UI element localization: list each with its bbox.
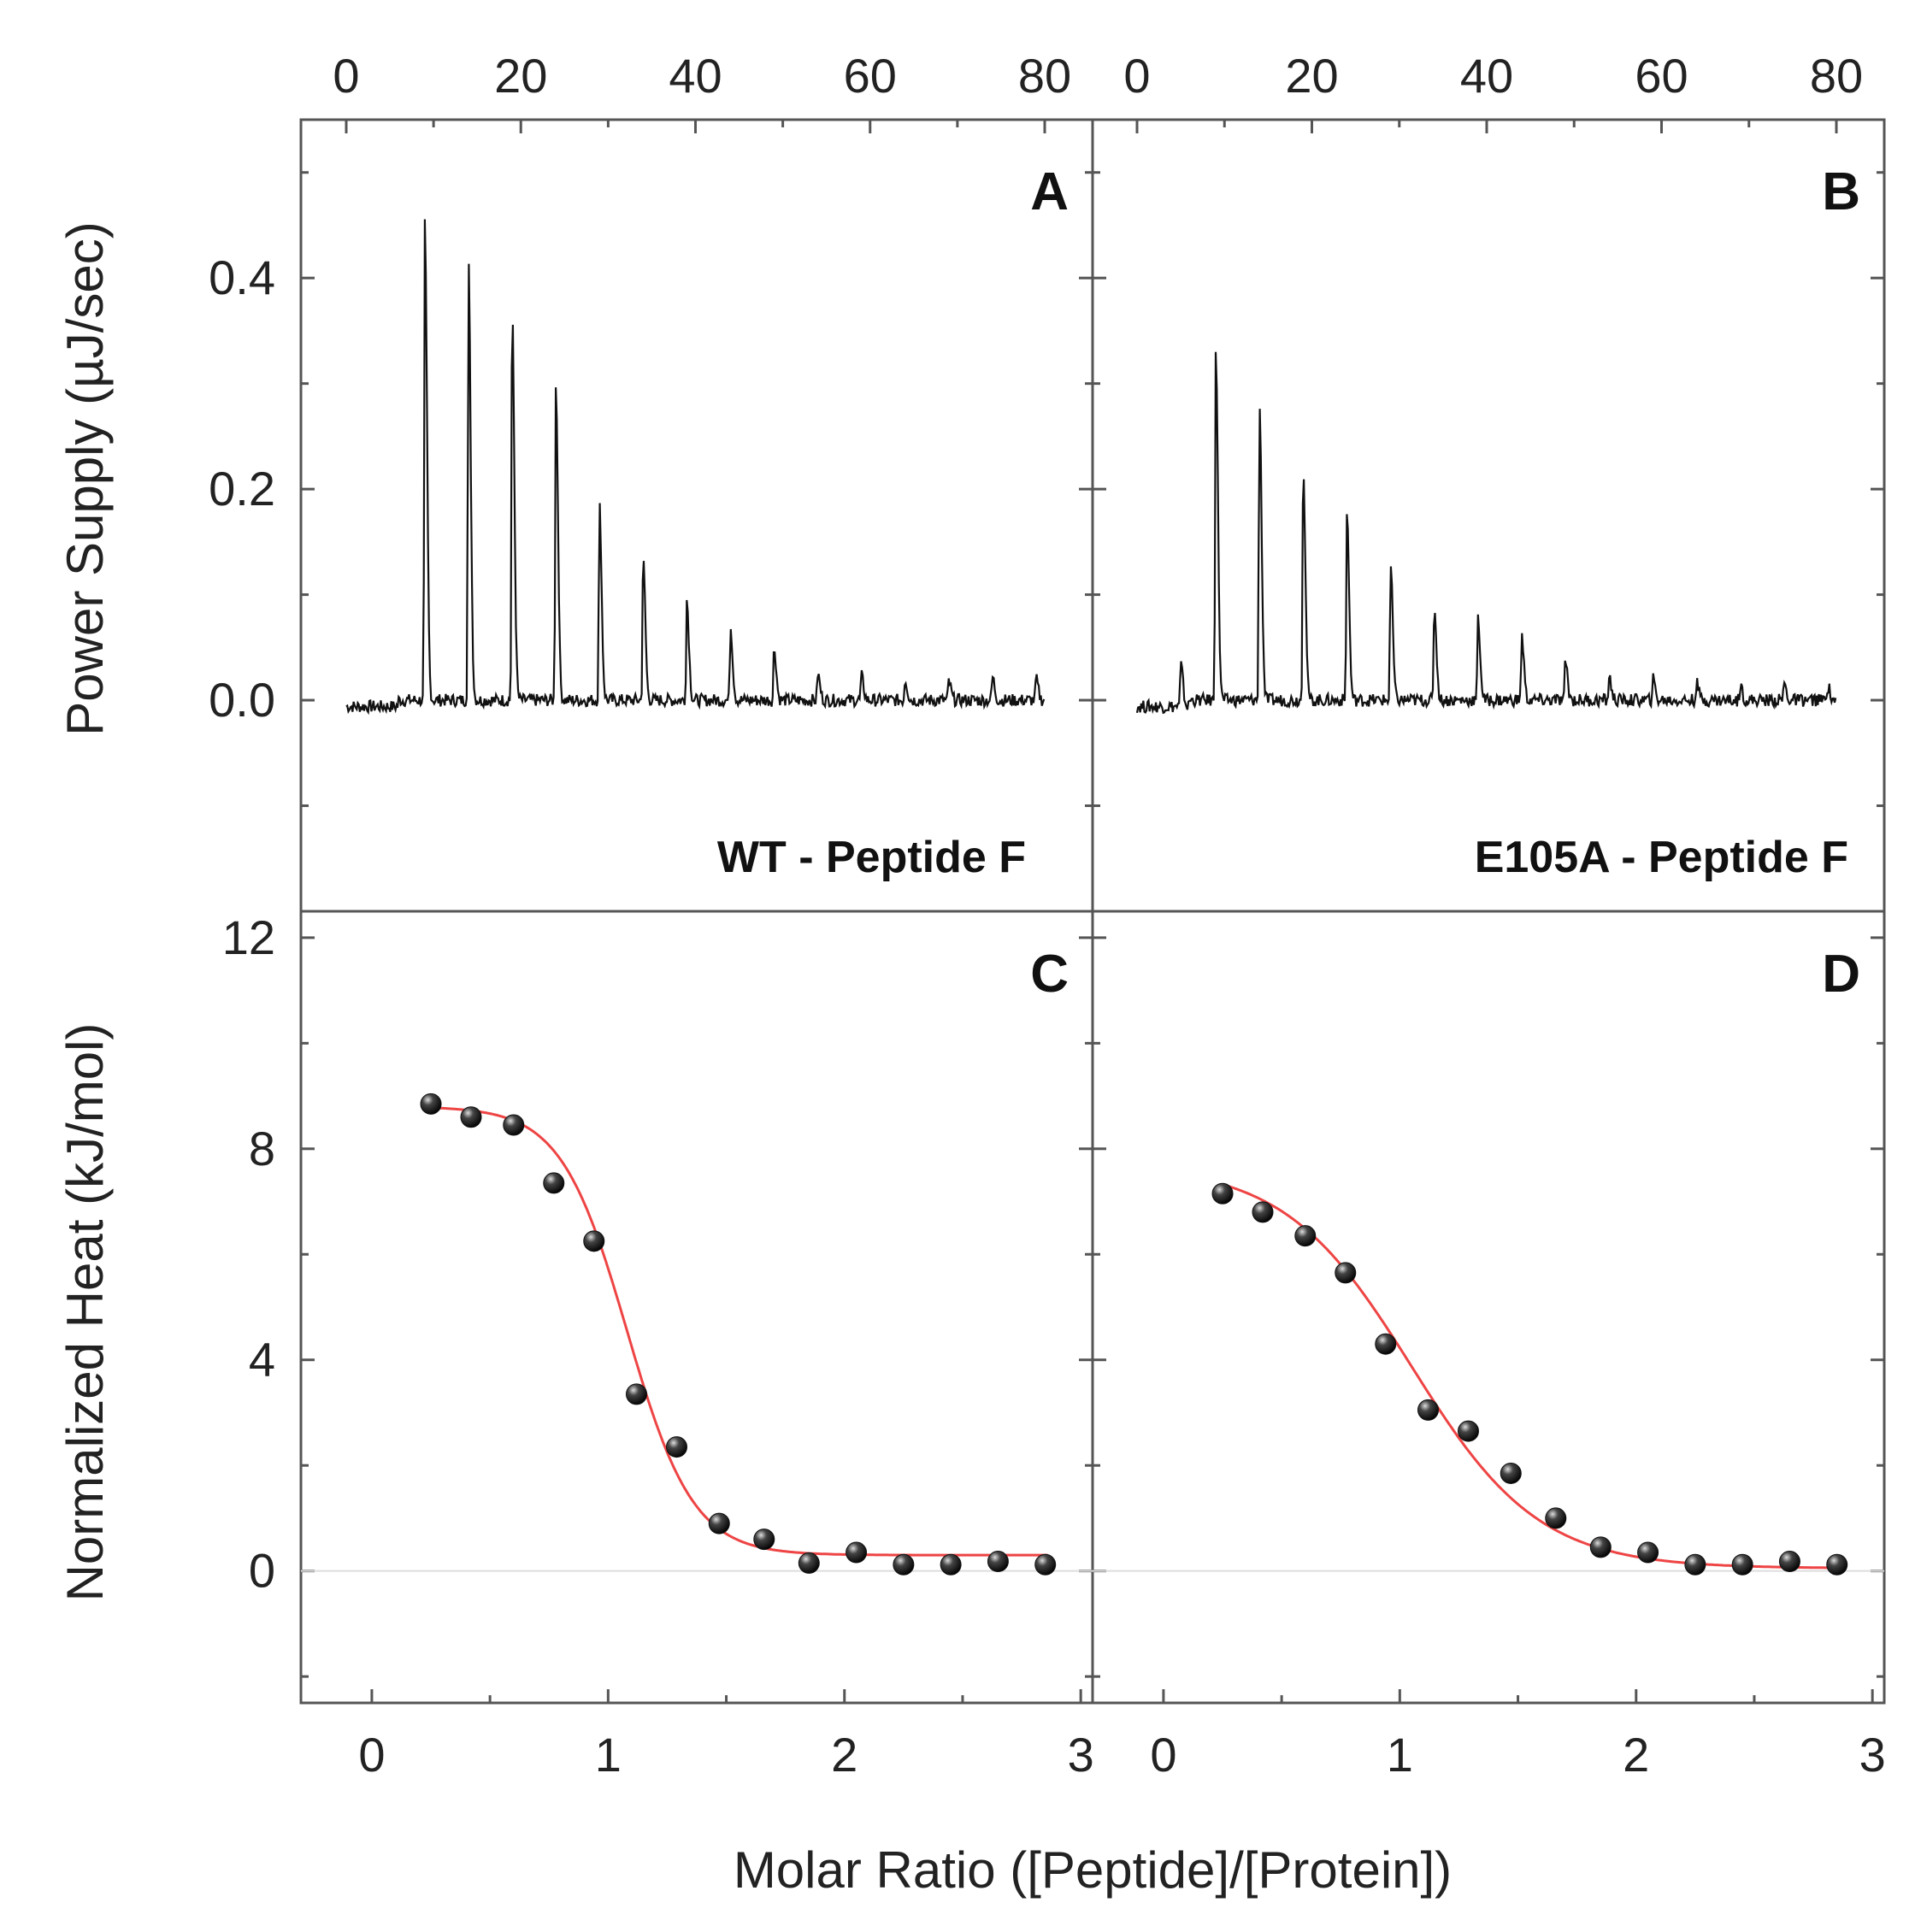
data-point-d bbox=[1252, 1201, 1274, 1223]
panel-c-frame bbox=[299, 910, 1094, 1705]
data-point-d bbox=[1500, 1462, 1522, 1484]
data-point-c bbox=[583, 1230, 605, 1252]
data-point-d bbox=[1826, 1553, 1848, 1576]
x-top-tick-label-a: 60 bbox=[844, 49, 897, 103]
data-point-c bbox=[626, 1383, 648, 1405]
data-point-d bbox=[1778, 1551, 1800, 1573]
y-tick-label-a: 0.4 bbox=[209, 250, 275, 304]
fit-curve-d bbox=[1222, 1183, 1840, 1570]
panel-label-c: C bbox=[1030, 945, 1069, 1004]
panel-b-frame bbox=[1091, 118, 1886, 913]
data-point-c bbox=[893, 1553, 915, 1576]
data-point-c bbox=[666, 1436, 688, 1458]
x-tick-label-d: 2 bbox=[1623, 1728, 1649, 1782]
x-tick-label-c: 0 bbox=[358, 1728, 385, 1782]
x-tick-label-c: 2 bbox=[831, 1728, 857, 1782]
data-points bbox=[420, 1093, 1848, 1576]
data-point-c bbox=[753, 1529, 775, 1551]
x-top-tick-label-b: 0 bbox=[1123, 49, 1150, 103]
data-point-d bbox=[1731, 1553, 1753, 1576]
x-top-tick-label-b: 40 bbox=[1460, 49, 1513, 103]
x-tick-label-d: 3 bbox=[1859, 1728, 1886, 1782]
data-point-c bbox=[1034, 1553, 1057, 1576]
panel-label-a: A bbox=[1030, 162, 1069, 221]
data-point-d bbox=[1417, 1399, 1440, 1421]
thermogram-trace-a bbox=[345, 219, 1046, 716]
data-point-c bbox=[846, 1541, 868, 1564]
data-point-c bbox=[420, 1093, 442, 1115]
y-axis-title-top: Power Supply (µJ/sec) bbox=[56, 221, 114, 735]
x-tick-label-c: 1 bbox=[595, 1728, 622, 1782]
data-point-d bbox=[1684, 1553, 1706, 1576]
annotation-wt: WT - Peptide F bbox=[717, 833, 1026, 882]
x-top-tick-label-b: 60 bbox=[1635, 49, 1688, 103]
fit-curves bbox=[430, 1106, 1840, 1570]
x-tick-label-d: 0 bbox=[1150, 1728, 1176, 1782]
data-point-d bbox=[1211, 1182, 1234, 1205]
thermogram-traces bbox=[345, 219, 1837, 716]
x-top-tick-label-a: 20 bbox=[494, 49, 547, 103]
data-point-d bbox=[1589, 1536, 1612, 1558]
data-point-c bbox=[987, 1551, 1009, 1573]
x-axis-title: Molar Ratio ([Peptide]/[Protein]) bbox=[734, 1841, 1452, 1899]
x-tick-label-d: 1 bbox=[1387, 1728, 1413, 1782]
data-point-c bbox=[708, 1512, 730, 1534]
y-tick-label-c: 8 bbox=[249, 1122, 275, 1175]
panel-a-frame bbox=[299, 118, 1094, 913]
data-point-c bbox=[460, 1106, 482, 1128]
x-top-tick-label-a: 80 bbox=[1018, 49, 1071, 103]
data-point-d bbox=[1458, 1420, 1480, 1442]
x-top-tick-label-a: 40 bbox=[669, 49, 722, 103]
thermogram-trace-b bbox=[1135, 351, 1837, 715]
data-point-d bbox=[1637, 1541, 1659, 1564]
panel-label-d: D bbox=[1822, 945, 1860, 1004]
x-top-tick-label-a: 0 bbox=[333, 49, 359, 103]
y-tick-label-c: 0 bbox=[249, 1544, 275, 1598]
fit-curve-c bbox=[430, 1106, 1048, 1557]
data-point-c bbox=[543, 1172, 565, 1194]
x-top-tick-label-b: 80 bbox=[1810, 49, 1863, 103]
annotation-e105a: E105A - Peptide F bbox=[1475, 833, 1848, 882]
axis-ticks bbox=[301, 120, 1884, 1703]
data-point-c bbox=[940, 1553, 962, 1576]
x-tick-label-c: 3 bbox=[1068, 1728, 1094, 1782]
y-tick-label-c: 12 bbox=[222, 910, 275, 964]
data-point-c bbox=[503, 1114, 525, 1136]
data-point-c bbox=[798, 1552, 820, 1574]
data-point-d bbox=[1294, 1225, 1317, 1247]
y-axis-title-bottom: Normalized Heat (kJ/mol) bbox=[56, 1023, 114, 1602]
y-tick-label-c: 4 bbox=[249, 1333, 275, 1387]
panel-label-b: B bbox=[1822, 162, 1860, 221]
data-point-d bbox=[1375, 1333, 1397, 1355]
data-point-d bbox=[1545, 1507, 1567, 1529]
y-tick-label-a: 0.0 bbox=[209, 673, 275, 727]
x-top-tick-label-b: 20 bbox=[1285, 49, 1338, 103]
panel-d-frame bbox=[1091, 910, 1886, 1705]
data-point-d bbox=[1335, 1262, 1357, 1284]
y-tick-label-a: 0.2 bbox=[209, 462, 275, 515]
